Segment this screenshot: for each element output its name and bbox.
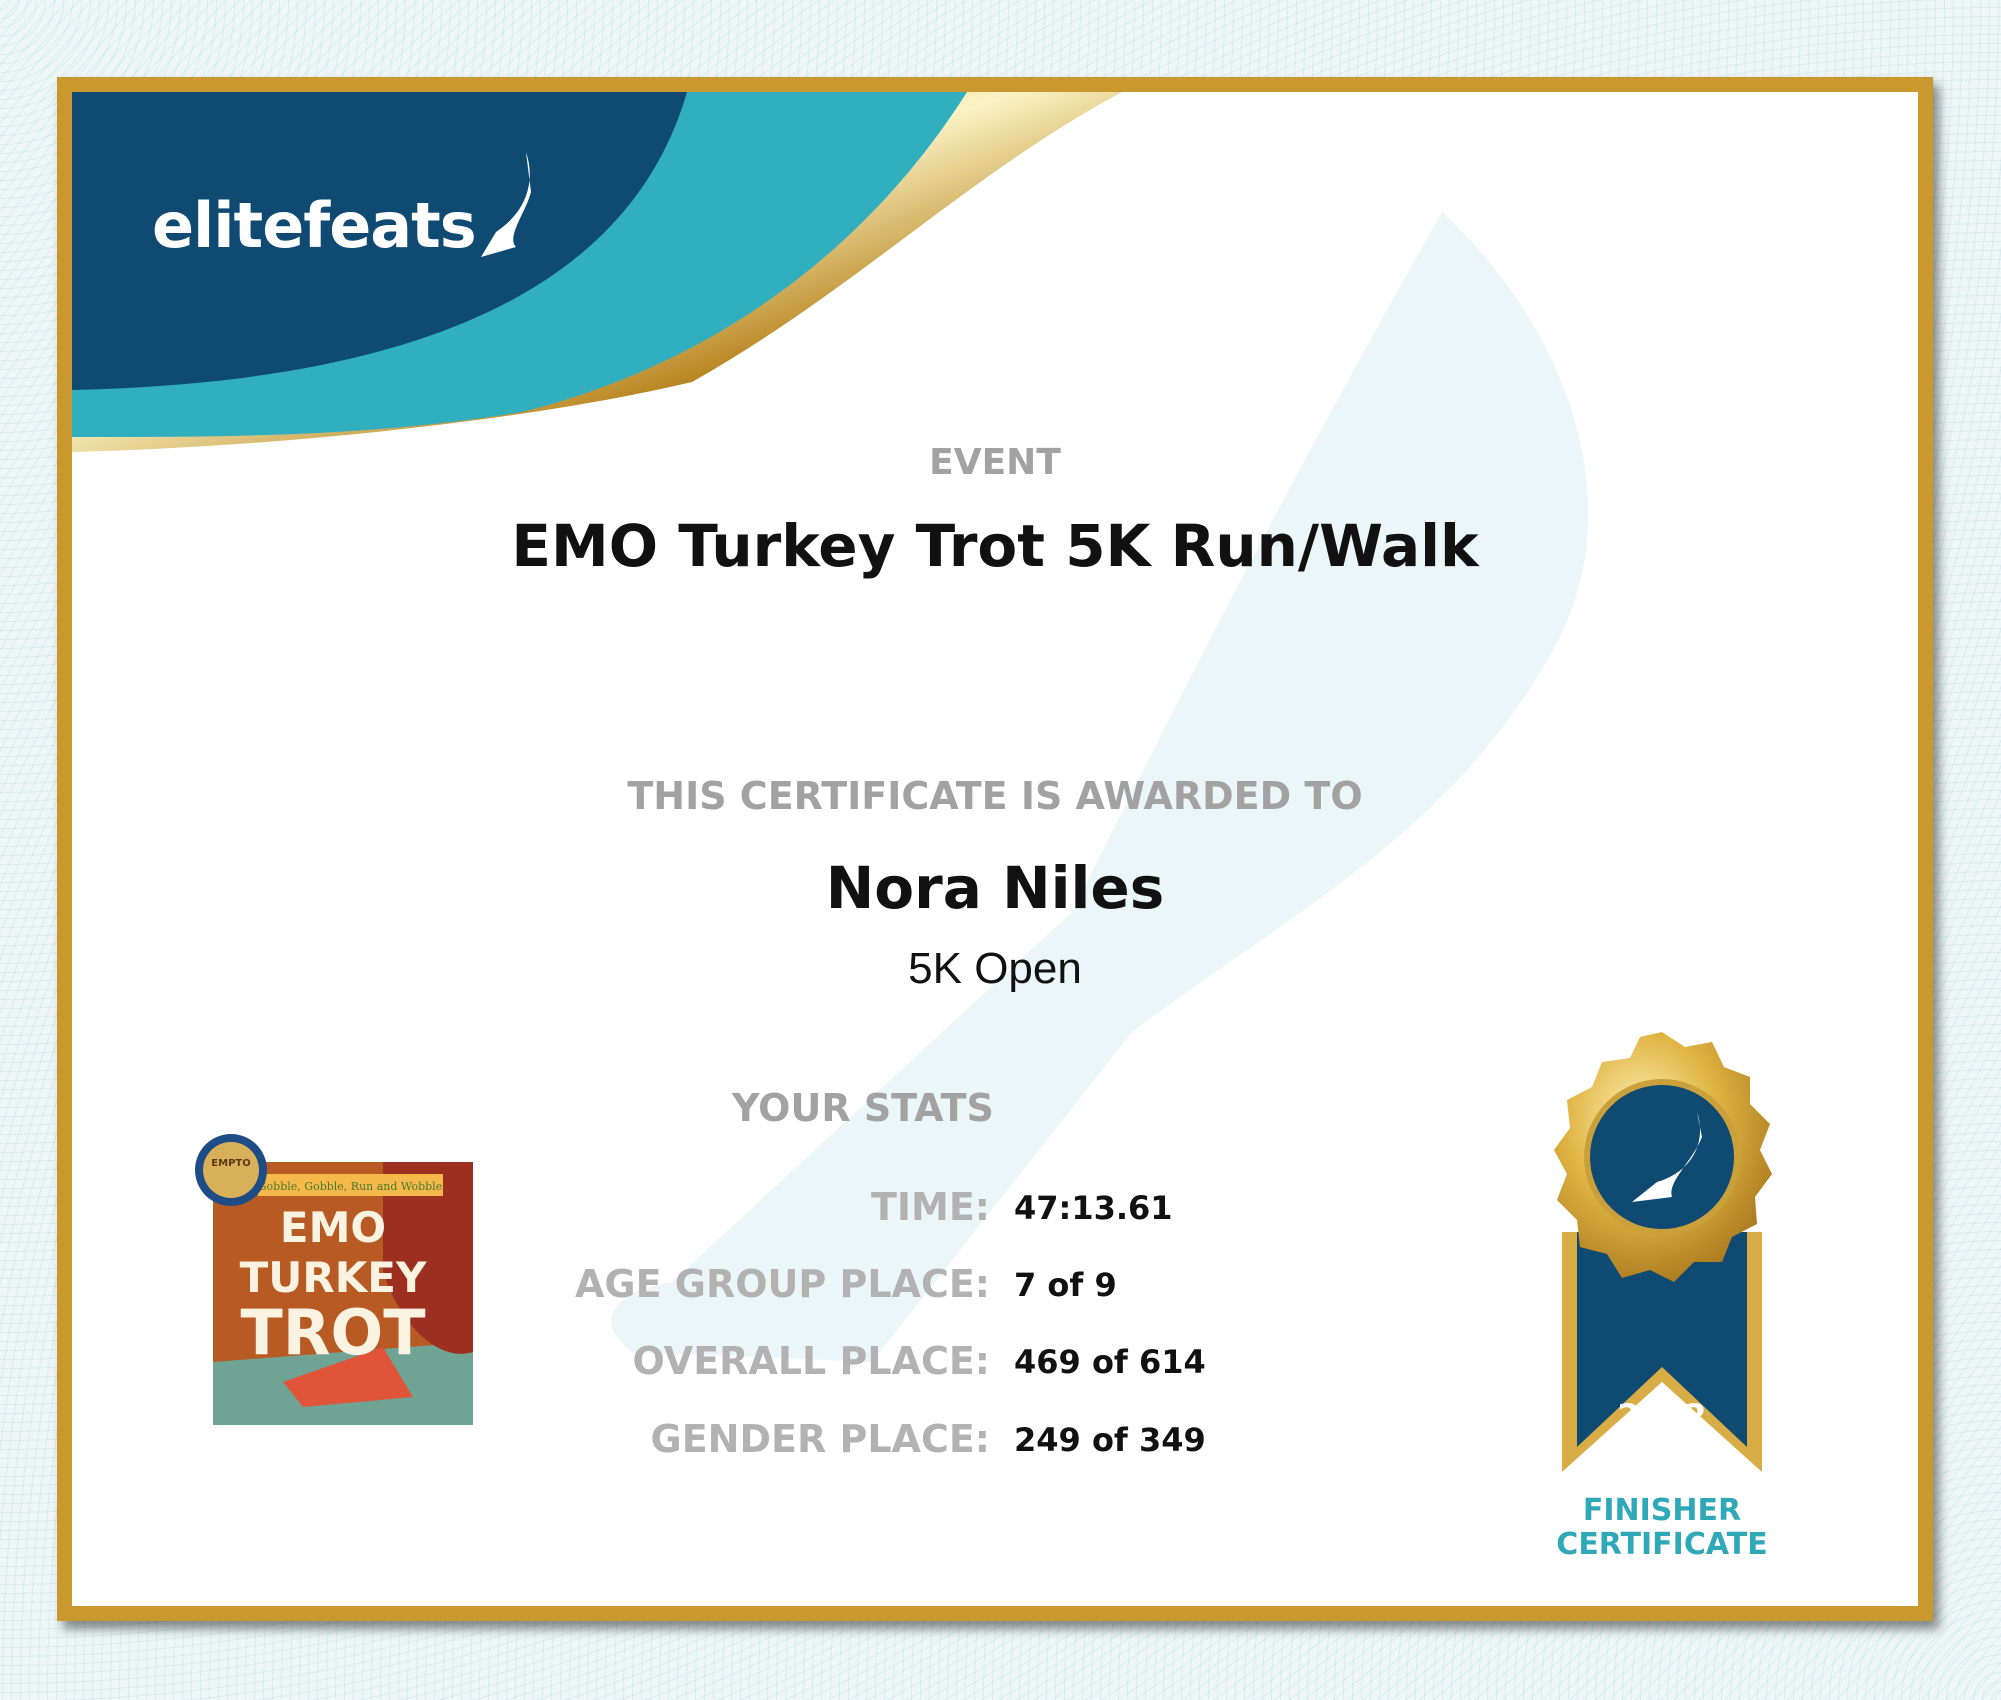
finisher-medal: 2022 xyxy=(1554,1032,1772,1472)
header-swoosh xyxy=(72,92,1122,452)
stat-label: OVERALL PLACE: xyxy=(632,1339,991,1383)
winged-shoe-icon xyxy=(1632,1112,1702,1202)
caption-line1: FINISHER xyxy=(1582,1493,1742,1528)
elitefeats-logo: elitefeats xyxy=(152,152,536,262)
finisher-caption: FINISHER CERTIFICATE xyxy=(1522,1494,1802,1562)
stat-value: 249 of 349 xyxy=(1014,1421,1206,1459)
stat-label: AGE GROUP PLACE: xyxy=(575,1262,990,1306)
logo-text: elitefeats xyxy=(152,189,477,262)
participant-name: Nora Niles xyxy=(825,854,1165,922)
certificate-frame: elitefeats EVENT EMO Turkey Trot 5K Run/… xyxy=(57,77,1933,1621)
event-label: EVENT xyxy=(929,442,1061,483)
stat-value: 469 of 614 xyxy=(1014,1343,1206,1381)
event-image-line1: EMO xyxy=(280,1203,386,1252)
stat-label: TIME: xyxy=(870,1185,990,1229)
event-image-line3: TROT xyxy=(240,1296,425,1369)
stat-value: 47:13.61 xyxy=(1014,1189,1173,1227)
winged-shoe-watermark xyxy=(611,212,1589,1362)
event-logo-image: Gobble, Gobble, Run and Wobble EMO TURKE… xyxy=(195,1134,473,1425)
event-image-tagline: Gobble, Gobble, Run and Wobble xyxy=(258,1180,442,1193)
stat-value: 7 of 9 xyxy=(1014,1266,1117,1304)
stat-label: GENDER PLACE: xyxy=(650,1417,990,1461)
winged-shoe-icon xyxy=(480,152,531,257)
awarded-label: THIS CERTIFICATE IS AWARDED TO xyxy=(627,774,1363,818)
event-name: EMO Turkey Trot 5K Run/Walk xyxy=(511,512,1479,580)
division: 5K Open xyxy=(908,944,1082,993)
seal-text: EMPTO xyxy=(211,1158,250,1169)
event-image-line2: TURKEY xyxy=(240,1253,427,1302)
stats-label: YOUR STATS xyxy=(732,1086,994,1130)
caption-line2: CERTIFICATE xyxy=(1556,1527,1768,1562)
medal-year: 2022 xyxy=(1617,1397,1706,1435)
